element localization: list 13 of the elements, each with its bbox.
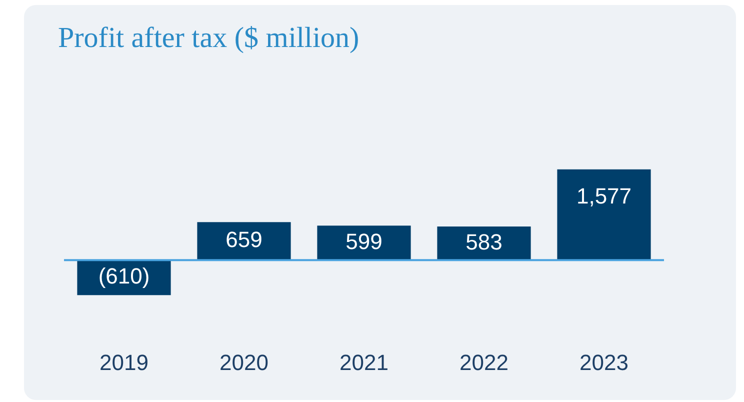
x-tick-label: 2020 (220, 350, 268, 375)
data-label: 659 (226, 227, 262, 252)
data-label: (610) (98, 264, 150, 289)
bar (197, 222, 291, 260)
x-tick-label: 2019 (100, 350, 148, 375)
data-label: 583 (466, 229, 502, 254)
x-tick-label: 2022 (460, 350, 508, 375)
data-label: 599 (346, 228, 382, 254)
x-tick-label: 2023 (580, 350, 628, 375)
data-label: 1,577 (576, 183, 632, 208)
chart-title: Profit after tax ($ million) (58, 22, 360, 55)
bar (557, 169, 651, 260)
x-tick-label: 2021 (340, 350, 388, 375)
